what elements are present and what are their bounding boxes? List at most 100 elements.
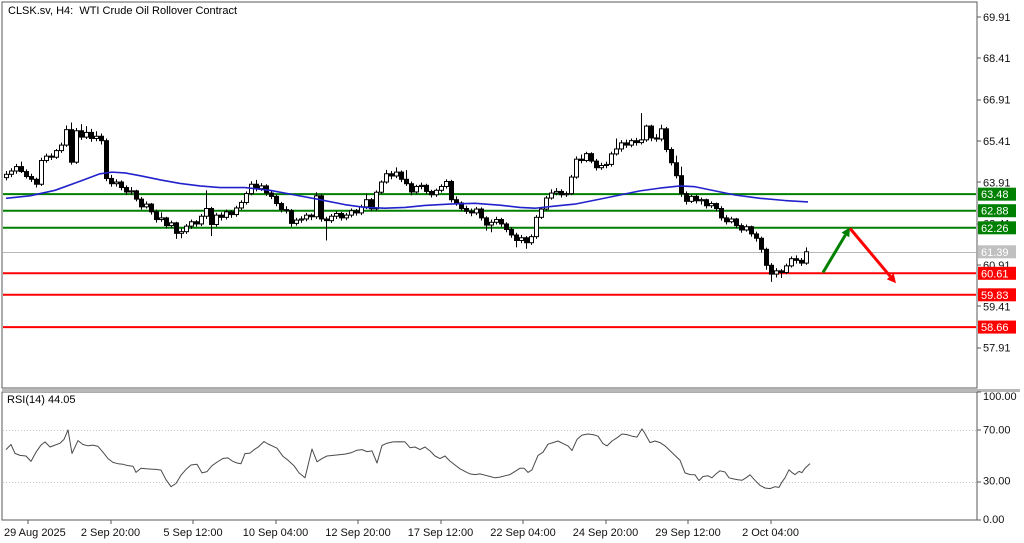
bull-candle bbox=[379, 181, 384, 193]
bear-candle bbox=[289, 210, 294, 224]
bull-candle bbox=[439, 185, 444, 191]
rsi-line[interactable] bbox=[5, 428, 811, 490]
bull-candle bbox=[789, 258, 794, 267]
bull-candle bbox=[184, 225, 189, 233]
bull-candle bbox=[489, 221, 494, 226]
bull-candle bbox=[659, 128, 664, 140]
support-price-badge[interactable]: 59.83 bbox=[978, 288, 1016, 302]
bull-candle bbox=[64, 129, 69, 146]
bear-candle bbox=[164, 217, 169, 227]
bear-candle bbox=[559, 190, 564, 196]
support-price-badge[interactable]: 60.61 bbox=[978, 266, 1016, 281]
time-tick-label: 12 Sep 20:00 bbox=[325, 527, 390, 539]
time-tick-label: 5 Sep 12:00 bbox=[163, 527, 222, 539]
bear-candle bbox=[669, 149, 674, 164]
bear-candle bbox=[704, 199, 709, 207]
bull-candle bbox=[179, 231, 184, 234]
bear-candle bbox=[694, 195, 699, 202]
bear-candle bbox=[579, 158, 584, 162]
bull-candle bbox=[259, 185, 264, 190]
bear-candle bbox=[209, 208, 214, 226]
bull-candle bbox=[774, 270, 779, 275]
bear-candle bbox=[219, 214, 224, 218]
rsi-indicator-label: RSI(14) 44.05 bbox=[7, 394, 76, 406]
resistance-price-badge[interactable]: 62.26 bbox=[978, 221, 1016, 235]
trend-arrow-projected-drop-down[interactable] bbox=[848, 227, 896, 284]
bear-candle bbox=[119, 181, 124, 189]
bear-candle bbox=[24, 171, 29, 178]
bull-candle bbox=[74, 130, 79, 163]
bear-candle bbox=[624, 142, 629, 146]
bull-candle bbox=[689, 195, 694, 202]
bear-candle bbox=[424, 184, 429, 192]
bull-candle bbox=[349, 210, 354, 216]
support-price-badge[interactable]: 58.66 bbox=[978, 320, 1016, 335]
bear-candle bbox=[194, 221, 199, 225]
bear-candle bbox=[634, 140, 639, 144]
resistance-price-badge[interactable]: 63.48 bbox=[978, 187, 1016, 202]
bear-candle bbox=[29, 176, 34, 180]
bear-candle bbox=[454, 199, 459, 204]
svg-text:62.88: 62.88 bbox=[981, 206, 1009, 218]
bull-candle bbox=[609, 153, 614, 165]
bull-candle bbox=[169, 222, 174, 227]
bear-candle bbox=[759, 237, 764, 250]
bull-candle bbox=[569, 176, 574, 195]
svg-text:62.26: 62.26 bbox=[981, 223, 1009, 235]
bull-candle bbox=[189, 221, 194, 227]
bear-candle bbox=[79, 130, 84, 138]
bear-candle bbox=[319, 195, 324, 220]
bull-candle bbox=[59, 144, 64, 152]
moving-average-line[interactable] bbox=[5, 171, 809, 210]
price-tick-label: 59.41 bbox=[983, 301, 1011, 313]
bull-candle bbox=[394, 171, 399, 177]
current-price-badge[interactable]: 61.39 bbox=[978, 245, 1016, 259]
bear-candle bbox=[464, 208, 469, 212]
bull-candle bbox=[629, 140, 634, 146]
svg-text:63.48: 63.48 bbox=[981, 189, 1009, 201]
panel-splitter[interactable] bbox=[2, 389, 1020, 392]
bear-candle bbox=[149, 203, 154, 213]
bull-candle bbox=[529, 236, 534, 244]
bull-candle bbox=[644, 125, 649, 141]
bear-candle bbox=[649, 125, 654, 139]
bear-candle bbox=[124, 187, 129, 193]
bear-candle bbox=[724, 217, 729, 223]
bear-candle bbox=[679, 175, 684, 195]
bear-candle bbox=[104, 140, 109, 179]
bull-candle bbox=[294, 219, 299, 224]
bull-candle bbox=[574, 158, 579, 178]
trend-arrow-projected-bounce-up[interactable] bbox=[821, 227, 850, 274]
bull-candle bbox=[549, 192, 554, 199]
time-axis: 29 Aug 2025 2 Sep 20:00 5 Sep 12:00 10 Sep … bbox=[4, 520, 799, 539]
time-tick-label: 2 Sep 20:00 bbox=[81, 527, 140, 539]
bear-candle bbox=[174, 222, 179, 234]
bear-candle bbox=[714, 203, 719, 210]
bull-candle bbox=[4, 173, 9, 179]
bear-candle bbox=[499, 219, 504, 225]
bull-candle bbox=[584, 153, 589, 162]
bear-candle bbox=[764, 248, 769, 266]
time-tick-label: 10 Sep 04:00 bbox=[243, 527, 308, 539]
time-tick-label: 17 Sep 12:00 bbox=[408, 527, 473, 539]
bear-candle bbox=[479, 208, 484, 219]
bear-candle bbox=[429, 190, 434, 196]
bear-candle bbox=[404, 178, 409, 185]
time-tick-label: 2 Oct 04:00 bbox=[742, 527, 799, 539]
bull-candle bbox=[44, 155, 49, 162]
time-tick-label: 29 Sep 12:00 bbox=[655, 527, 720, 539]
bull-candle bbox=[414, 185, 419, 193]
bear-candle bbox=[324, 218, 329, 222]
rsi-tick-label: 100.00 bbox=[983, 391, 1017, 403]
resistance-price-badge[interactable]: 62.88 bbox=[978, 204, 1016, 218]
bull-candle bbox=[384, 173, 389, 183]
bear-candle bbox=[109, 177, 114, 185]
bull-candle bbox=[234, 207, 239, 216]
rsi-tick-label: 0.00 bbox=[983, 514, 1004, 526]
bear-candle bbox=[684, 193, 689, 202]
bull-candle bbox=[344, 214, 349, 219]
bear-candle bbox=[99, 135, 104, 142]
bear-candle bbox=[799, 259, 804, 264]
bear-candle bbox=[309, 214, 314, 218]
